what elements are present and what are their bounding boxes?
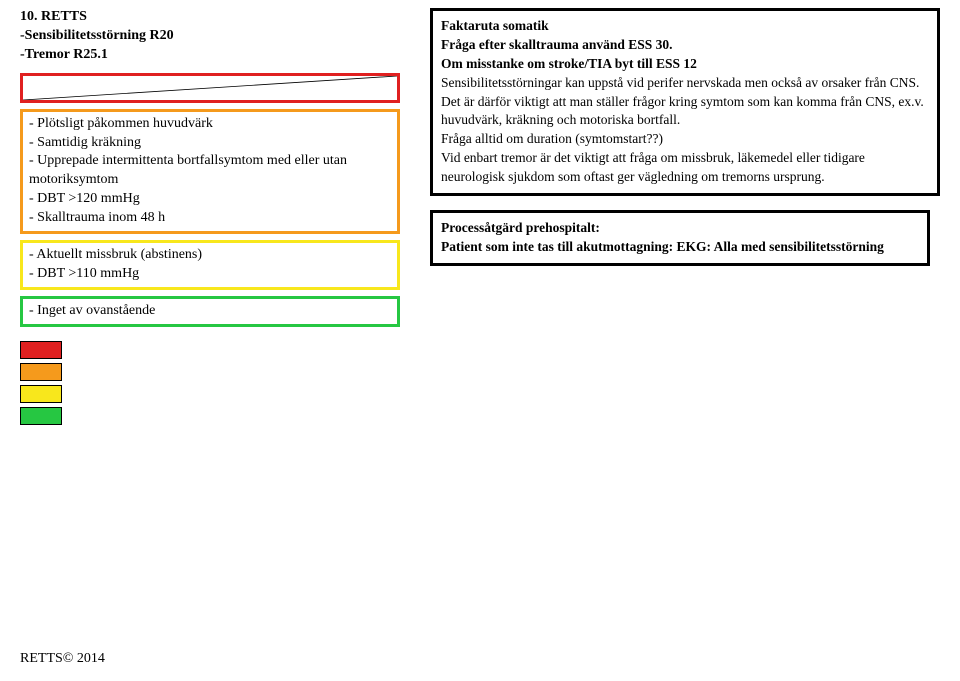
process-body: Patient som inte tas till akutmottagning…	[441, 238, 919, 257]
criterion: - Upprepade intermittenta bortfallsymtom…	[29, 152, 391, 190]
legend-swatch-red	[20, 341, 62, 359]
title-line: -Tremor R25.1	[20, 46, 400, 65]
color-legend	[20, 341, 400, 425]
legend-swatch-orange	[20, 363, 62, 381]
process-title: Processåtgärd prehospitalt:	[441, 219, 919, 238]
faktaruta-paragraph: Fråga alltid om duration (symtomstart??)	[441, 130, 929, 149]
process-box: Processåtgärd prehospitalt: Patient som …	[430, 210, 930, 266]
criterion: - Plötsligt påkommen huvudvärk	[29, 115, 391, 134]
faktaruta-line: Fråga efter skalltrauma använd ESS 30.	[441, 36, 929, 55]
criterion: - Samtidig kräkning	[29, 134, 391, 153]
red-priority-box	[20, 73, 400, 103]
left-column: 10. RETTS -Sensibilitetsstörning R20 -Tr…	[20, 8, 400, 425]
footer: RETTS© 2014	[20, 651, 105, 667]
legend-swatch-yellow	[20, 385, 62, 403]
slash-icon	[23, 76, 397, 100]
orange-priority-box: - Plötsligt påkommen huvudvärk - Samtidi…	[20, 109, 400, 234]
faktaruta-paragraph: Vid enbart tremor är det viktigt att frå…	[441, 149, 929, 187]
criterion: - Skalltrauma inom 48 h	[29, 209, 391, 228]
faktaruta-box: Faktaruta somatik Fråga efter skalltraum…	[430, 8, 940, 196]
green-priority-box: - Inget av ovanstående	[20, 296, 400, 327]
faktaruta-title: Faktaruta somatik	[441, 17, 929, 36]
title-line: 10. RETTS	[20, 8, 400, 27]
criterion: - Inget av ovanstående	[29, 302, 391, 321]
legend-swatch-green	[20, 407, 62, 425]
criterion: - Aktuellt missbruk (abstinens)	[29, 246, 391, 265]
faktaruta-line: Om misstanke om stroke/TIA byt till ESS …	[441, 55, 929, 74]
title-line: -Sensibilitetsstörning R20	[20, 27, 400, 46]
faktaruta-paragraph: Sensibilitetsstörningar kan uppstå vid p…	[441, 74, 929, 131]
criterion: - DBT >110 mmHg	[29, 265, 391, 284]
right-column: Faktaruta somatik Fråga efter skalltraum…	[430, 8, 940, 425]
page-title: 10. RETTS -Sensibilitetsstörning R20 -Tr…	[20, 8, 400, 65]
main-columns: 10. RETTS -Sensibilitetsstörning R20 -Tr…	[20, 8, 940, 425]
yellow-priority-box: - Aktuellt missbruk (abstinens) - DBT >1…	[20, 240, 400, 290]
criterion: - DBT >120 mmHg	[29, 190, 391, 209]
